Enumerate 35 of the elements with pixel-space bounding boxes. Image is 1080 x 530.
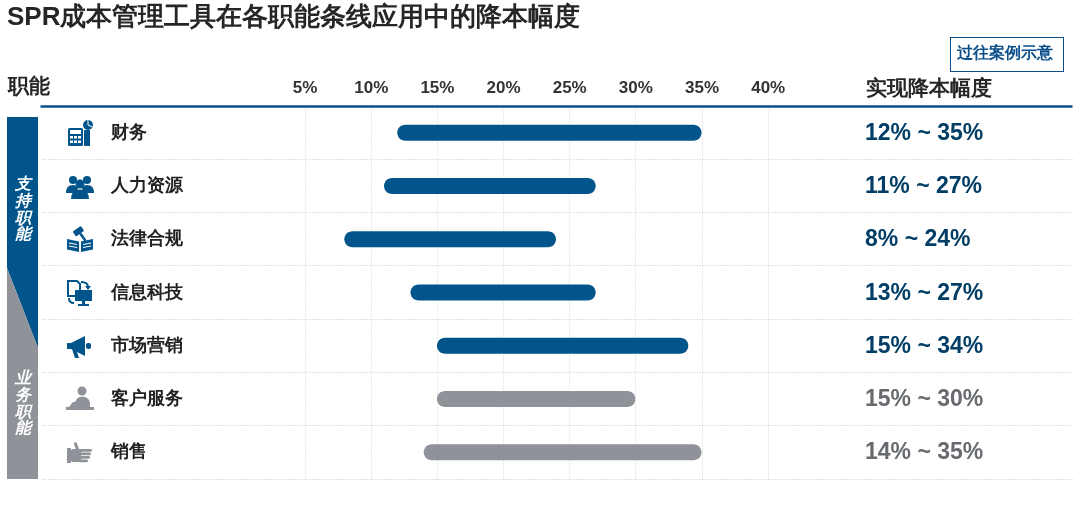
y-tick-label: 人力资源: [109, 174, 184, 195]
y-tick-label: 财务: [109, 121, 147, 142]
y-tick-label: 销售: [109, 441, 147, 462]
bar: [436, 337, 689, 354]
text: 业务职能: [13, 369, 32, 438]
x-tick-label: 35%: [685, 77, 720, 97]
bar: [397, 124, 702, 141]
bar: [410, 284, 596, 301]
text: 支持职能: [13, 175, 32, 244]
x-tick-label: 15%: [420, 77, 455, 97]
annotation: 15% ~ 34%: [865, 331, 984, 358]
y-axis-title: 职能: [6, 73, 50, 97]
text: 过往案例示意: [957, 44, 1053, 63]
y-tick-label: 信息科技: [109, 281, 184, 302]
x-tick-label: 5%: [292, 77, 318, 97]
x-tick-label: 30%: [618, 77, 653, 97]
annotation: 14% ~ 35%: [865, 438, 984, 465]
x-tick-label: 20%: [486, 77, 521, 97]
chart-title: SPR成本管理工具在各职能条线应用中的降本幅度: [7, 1, 581, 32]
annotation: 8% ~ 24%: [865, 225, 971, 252]
annotation: 15% ~ 30%: [865, 385, 984, 412]
text: 实现降本幅度: [866, 76, 992, 101]
annotation: 12% ~ 35%: [865, 118, 984, 145]
bar: [384, 177, 596, 194]
x-tick-label: 25%: [552, 77, 587, 97]
y-tick-label: 法律合规: [109, 228, 183, 249]
annotation: 13% ~ 27%: [865, 278, 984, 305]
x-tick-label: 40%: [751, 77, 786, 97]
bar: [423, 444, 702, 461]
y-tick-label: 客户服务: [109, 388, 183, 409]
bar: [344, 231, 556, 248]
x-tick-label: 10%: [354, 77, 389, 97]
annotation: 11% ~ 27%: [865, 171, 983, 198]
bar: [436, 391, 636, 408]
y-tick-label: 市场营销: [109, 334, 183, 355]
